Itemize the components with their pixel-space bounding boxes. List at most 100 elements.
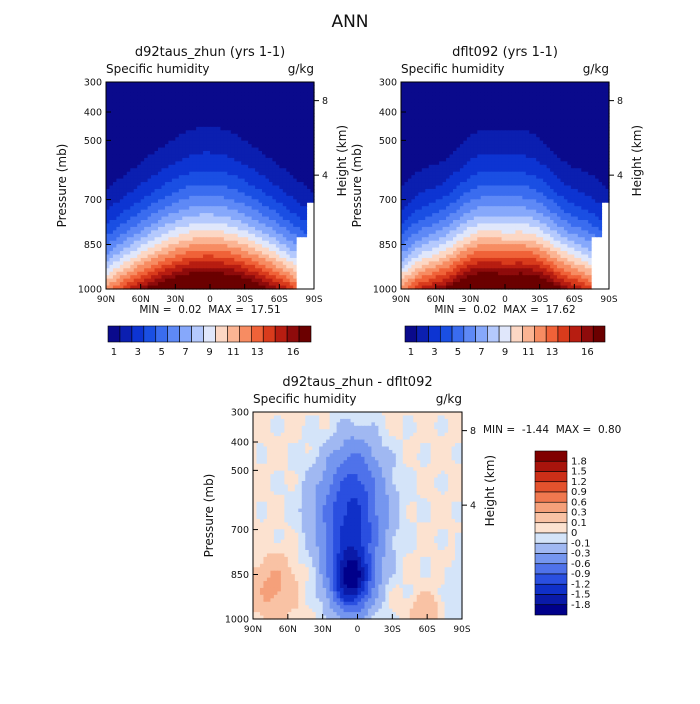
- contour-cell: [141, 137, 145, 141]
- contour-cell: [234, 279, 238, 283]
- contour-cell: [255, 110, 259, 114]
- contour-cell: [144, 223, 148, 227]
- contour-cell: [182, 230, 186, 234]
- contour-cell: [151, 268, 155, 272]
- contour-cell: [141, 217, 145, 221]
- contour-cell: [175, 158, 179, 162]
- contour-cell: [193, 165, 197, 169]
- contour-cell: [283, 127, 287, 131]
- contour-cell: [141, 258, 145, 262]
- contour-cell: [231, 189, 235, 193]
- contour-cell: [207, 217, 211, 221]
- contour-cell: [293, 182, 297, 186]
- contour-cell: [276, 199, 280, 203]
- contour-cell: [182, 220, 186, 224]
- contour-cell: [193, 175, 197, 179]
- contour-cell: [304, 223, 308, 227]
- contour-cell: [286, 103, 290, 107]
- contour-cell: [450, 96, 454, 100]
- contour-cell: [571, 120, 575, 124]
- contour-cell: [196, 141, 200, 145]
- contour-cell: [172, 203, 176, 207]
- contour-cell: [522, 134, 526, 138]
- contour-cell: [113, 223, 117, 227]
- contour-cell: [269, 161, 273, 165]
- contour-cell: [248, 230, 252, 234]
- contour-cell: [595, 113, 599, 117]
- contour-cell: [179, 241, 183, 245]
- contour-cell: [276, 141, 280, 145]
- contour-cell: [259, 220, 263, 224]
- contour-cell: [213, 186, 217, 190]
- contour-cell: [515, 127, 519, 131]
- contour-cell: [182, 237, 186, 241]
- contour-cell: [224, 158, 228, 162]
- contour-cell: [231, 279, 235, 283]
- contour-cell: [130, 255, 134, 259]
- contour-cell: [581, 85, 585, 89]
- contour-cell: [245, 158, 249, 162]
- contour-cell: [533, 103, 537, 107]
- contour-cell: [127, 172, 131, 176]
- contour-cell: [262, 137, 266, 141]
- contour-cell: [602, 144, 606, 148]
- contour-cell: [495, 96, 499, 100]
- contour-cell: [241, 168, 245, 172]
- contour-cell: [116, 113, 120, 117]
- contour-cell: [179, 165, 183, 169]
- contour-cell: [286, 144, 290, 148]
- contour-cell: [130, 244, 134, 248]
- contour-cell: [297, 137, 301, 141]
- contour-cell: [259, 148, 263, 152]
- contour-cell: [144, 120, 148, 124]
- contour-cell: [220, 261, 224, 265]
- contour-cell: [210, 85, 214, 89]
- contour-cell: [203, 217, 207, 221]
- contour-cell: [203, 175, 207, 179]
- contour-cell: [155, 189, 159, 193]
- contour-cell: [116, 168, 120, 172]
- colorbar-swatch: [287, 326, 299, 342]
- contour-cell: [220, 272, 224, 276]
- contour-cell: [252, 123, 256, 127]
- contour-cell: [189, 120, 193, 124]
- contour-cell: [443, 154, 447, 158]
- contour-cell: [155, 241, 159, 245]
- contour-cell: [599, 144, 603, 148]
- contour-cell: [155, 123, 159, 127]
- contour-cell: [179, 158, 183, 162]
- contour-cell: [429, 151, 433, 155]
- contour-cell: [179, 237, 183, 241]
- contour-cell: [446, 130, 450, 134]
- contour-cell: [543, 117, 547, 121]
- contour-cell: [245, 255, 249, 259]
- contour-cell: [578, 123, 582, 127]
- contour-cell: [286, 279, 290, 283]
- contour-cell: [276, 92, 280, 96]
- contour-cell: [193, 192, 197, 196]
- contour-cell: [460, 110, 464, 114]
- contour-cell: [557, 137, 561, 141]
- contour-cell: [116, 192, 120, 196]
- contour-cell: [456, 110, 460, 114]
- contour-cell: [265, 141, 269, 145]
- contour-cell: [307, 151, 311, 155]
- contour-cell: [567, 123, 571, 127]
- contour-cell: [286, 189, 290, 193]
- contour-cell: [120, 237, 124, 241]
- contour-cell: [293, 275, 297, 279]
- contour-cell: [432, 123, 436, 127]
- contour-cell: [234, 141, 238, 145]
- contour-cell: [571, 96, 575, 100]
- contour-cell: [175, 99, 179, 103]
- contour-cell: [238, 248, 242, 252]
- contour-cell: [443, 89, 447, 93]
- contour-cell: [155, 120, 159, 124]
- contour-cell: [286, 92, 290, 96]
- contour-cell: [272, 268, 276, 272]
- contour-cell: [425, 106, 429, 110]
- contour-cell: [165, 113, 169, 117]
- contour-cell: [213, 85, 217, 89]
- contour-cell: [207, 272, 211, 276]
- contour-cell: [279, 199, 283, 203]
